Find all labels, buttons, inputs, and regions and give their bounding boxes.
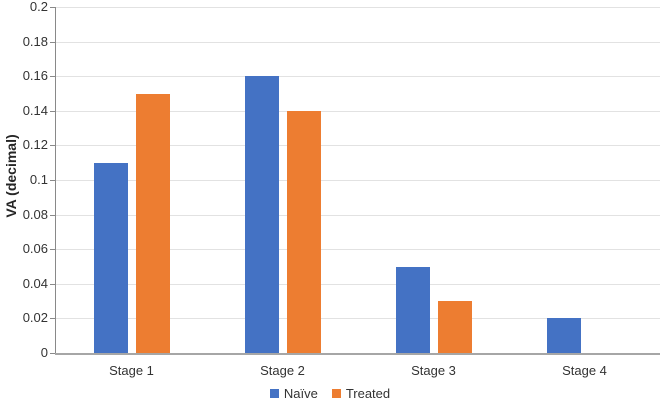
y-tick-label: 0.12	[22, 137, 48, 153]
y-tick-mark	[50, 318, 55, 320]
legend-label: Treated	[345, 386, 391, 401]
y-tick-label: 0.1	[29, 172, 48, 187]
bar-treated	[286, 110, 321, 353]
y-tick-label: 0.2	[29, 0, 48, 14]
gridline	[56, 249, 660, 251]
x-axis-line	[55, 353, 660, 355]
gridline	[56, 180, 660, 181]
y-axis-line	[55, 7, 56, 353]
legend-item: Treated	[331, 386, 391, 401]
y-tick-mark	[50, 353, 55, 354]
gridline	[56, 318, 660, 320]
legend-marker-icon	[269, 389, 279, 398]
x-category-label: Stage 3	[411, 363, 456, 378]
gridline	[56, 110, 660, 112]
legend-label: Naïve	[283, 386, 318, 401]
y-tick-label: 0.16	[22, 68, 48, 84]
y-tick-label: 0.02	[22, 310, 48, 326]
bar-na-ve	[395, 266, 430, 353]
bar-na-ve	[546, 318, 581, 353]
legend: Naïve Treated	[0, 386, 660, 401]
y-tick-mark	[50, 7, 55, 8]
gridline	[56, 41, 660, 43]
x-category-label: Stage 1	[109, 363, 154, 378]
y-tick-mark	[50, 180, 55, 181]
y-tick-mark	[50, 249, 55, 251]
gridline	[56, 145, 660, 147]
y-tick-label: 0.04	[22, 275, 48, 291]
x-category-label: Stage 2	[260, 363, 305, 378]
y-tick-mark	[50, 110, 55, 112]
bar-treated	[437, 301, 472, 353]
y-tick-mark	[50, 145, 55, 147]
y-tick-label: 0.18	[22, 33, 48, 49]
y-tick-label: 0	[40, 345, 48, 360]
legend-marker-icon	[331, 389, 341, 398]
gridline	[56, 7, 660, 8]
gridline	[56, 283, 660, 285]
y-tick-mark	[50, 283, 55, 285]
bar-na-ve	[93, 162, 128, 353]
y-tick-mark	[50, 41, 55, 43]
bar-na-ve	[244, 76, 279, 353]
y-tick-mark	[50, 214, 55, 216]
y-tick-label: 0.14	[22, 102, 48, 118]
gridline	[56, 76, 660, 78]
y-tick-label: 0.06	[22, 241, 48, 257]
x-category-label: Stage 4	[562, 363, 607, 378]
bar-treated	[135, 93, 170, 353]
y-tick-label: 0.08	[22, 206, 48, 222]
gridline	[56, 214, 660, 216]
y-tick-mark	[50, 76, 55, 78]
legend-item: Naïve	[269, 386, 318, 401]
